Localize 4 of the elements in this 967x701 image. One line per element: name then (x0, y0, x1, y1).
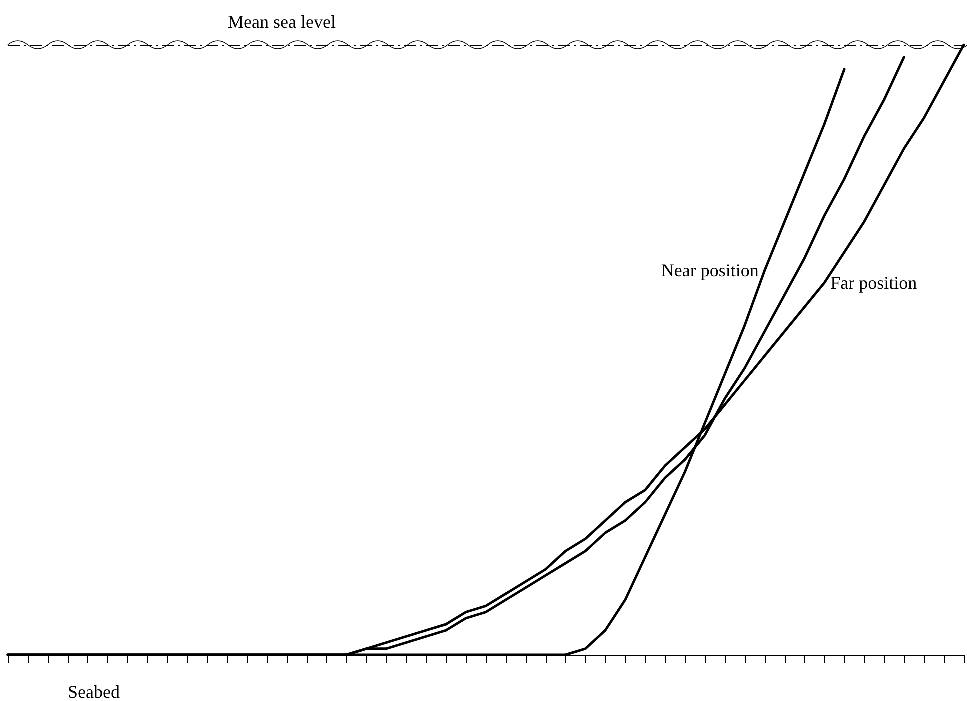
ref-line-label: Mean sea level (228, 12, 336, 32)
series-label: Near position (661, 260, 759, 281)
x-axis-title: Seabed (68, 682, 120, 701)
series-label: Far position (830, 272, 918, 293)
